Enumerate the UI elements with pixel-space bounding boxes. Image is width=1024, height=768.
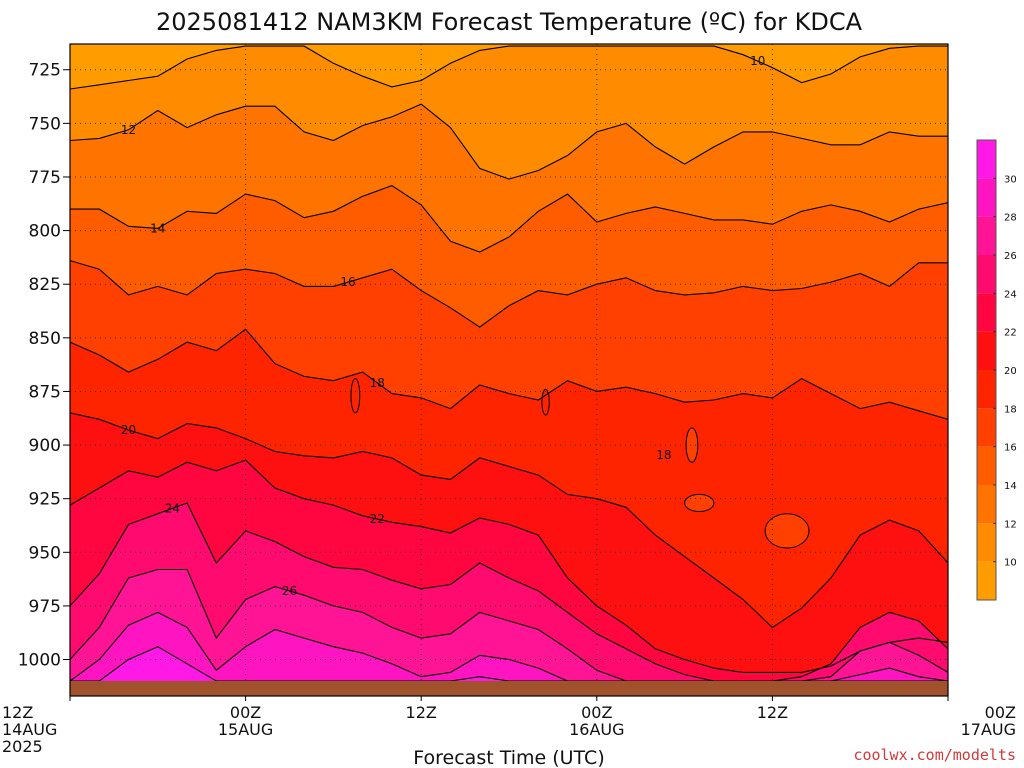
contour-label-20: 20	[121, 423, 136, 437]
closed-contour-18-2	[684, 493, 715, 513]
closed-contour-label-0: 18	[656, 448, 671, 462]
x-tick-label-60-1: 17AUG	[961, 720, 1016, 739]
plot-area: 10 12 14 16 18 20 22 24 26 18	[70, 44, 948, 696]
colorbar-label-16: 16	[1004, 443, 1017, 454]
colorbar-swatch-16	[977, 408, 996, 447]
colorbar: 10 12 14 16 18 20 22 24 26 28 30	[976, 139, 1017, 601]
contour-label-22: 22	[370, 512, 385, 526]
ground-fill	[70, 680, 948, 696]
colorbar-swatch-22	[977, 293, 996, 332]
x-tick-label-48-0: 12Z	[757, 703, 788, 722]
y-tick-label-725: 725	[29, 61, 61, 81]
x-tick-label-36-1: 16AUG	[569, 720, 624, 739]
colorbar-swatch-14	[977, 446, 996, 485]
fill-band-28	[70, 612, 948, 696]
chart-title: 2025081412 NAM3KM Forecast Temperature (…	[156, 8, 863, 36]
contour-line-10	[70, 45, 948, 90]
x-tick-label-0-2: 2025	[2, 737, 43, 756]
x-tick-label-0-1: 14AUG	[2, 720, 57, 739]
closed-contours	[350, 378, 810, 549]
grid-lines	[70, 44, 948, 696]
colorbar-swatch-24	[977, 255, 996, 294]
contour-line-22	[70, 459, 948, 673]
contour-label-12: 12	[121, 123, 136, 137]
colorbar-swatch-18	[977, 370, 996, 409]
contour-label-26: 26	[282, 584, 297, 598]
colorbar-label-26: 26	[1004, 251, 1017, 262]
colorbar-label-30: 30	[1004, 174, 1017, 185]
y-tick-label-800: 800	[29, 222, 61, 242]
y-tick-label-950: 950	[29, 543, 61, 563]
y-tick-label-925: 925	[29, 490, 61, 510]
y-tick-label-750: 750	[29, 114, 61, 134]
x-tick-label-0-0: 12Z	[2, 703, 33, 722]
colorbar-label-28: 28	[1004, 213, 1017, 224]
colorbar-swatch-20	[977, 331, 996, 370]
y-axis: 725 750 775 800 825 850 875 900 925 950 975 1000	[18, 61, 70, 671]
plot-frame	[69, 43, 949, 697]
x-tick-label-36-0: 00Z	[581, 703, 612, 722]
colorbar-label-22: 22	[1004, 328, 1017, 339]
x-axis-title: Forecast Time (UTC)	[413, 747, 604, 768]
closed-contour-18-1	[764, 513, 810, 549]
contour-label-24: 24	[165, 501, 180, 515]
contour-label-10: 10	[750, 54, 765, 68]
y-tick-label-1000: 1000	[18, 651, 61, 671]
y-tick-label-775: 775	[29, 168, 61, 188]
closed-contour-20-3	[350, 378, 361, 414]
contour-line-12	[70, 103, 948, 180]
contour-line-14	[70, 184, 948, 253]
contour-line-24	[70, 502, 948, 682]
colorbar-swatch-30	[977, 140, 996, 179]
closed-contour-18-0	[685, 427, 699, 463]
x-tick-label-24-0: 12Z	[406, 703, 437, 722]
colorbar-swatch-10	[977, 523, 996, 562]
contour-line-16	[70, 260, 948, 328]
y-tick-label-825: 825	[29, 275, 61, 295]
y-tick-label-850: 850	[29, 329, 61, 349]
colorbar-label-20: 20	[1004, 366, 1017, 377]
contour-labels: 10 12 14 16 18 20 22 24 26 18	[121, 54, 766, 598]
y-tick-label-975: 975	[29, 597, 61, 617]
colorbar-swatch-8	[977, 561, 996, 600]
colorbar-label-24: 24	[1004, 289, 1017, 300]
colorbar-label-18: 18	[1004, 404, 1017, 415]
colorbar-swatch-12	[977, 485, 996, 524]
ground-surface	[70, 680, 948, 696]
contour-line-20	[70, 412, 948, 629]
colorbar-label-12: 12	[1004, 519, 1017, 530]
x-tick-label-60-0: 00Z	[985, 703, 1016, 722]
colorbar-label-10: 10	[1004, 558, 1017, 569]
contour-label-14: 14	[150, 221, 165, 235]
contour-label-18: 18	[370, 376, 385, 390]
y-tick-label-900: 900	[29, 436, 61, 456]
temperature-fill-bands	[70, 44, 948, 696]
contour-line-18	[70, 328, 948, 420]
colorbar-swatch-26	[977, 216, 996, 255]
x-tick-label-12-0: 00Z	[230, 703, 261, 722]
x-tick-label-12-1: 15AUG	[218, 720, 273, 739]
colorbar-swatch-28	[977, 178, 996, 217]
contour-label-16: 16	[340, 275, 355, 289]
y-tick-label-875: 875	[29, 382, 61, 402]
colorbar-label-14: 14	[1004, 481, 1017, 492]
credit-text: coolwx.com/modelts	[853, 746, 1016, 764]
